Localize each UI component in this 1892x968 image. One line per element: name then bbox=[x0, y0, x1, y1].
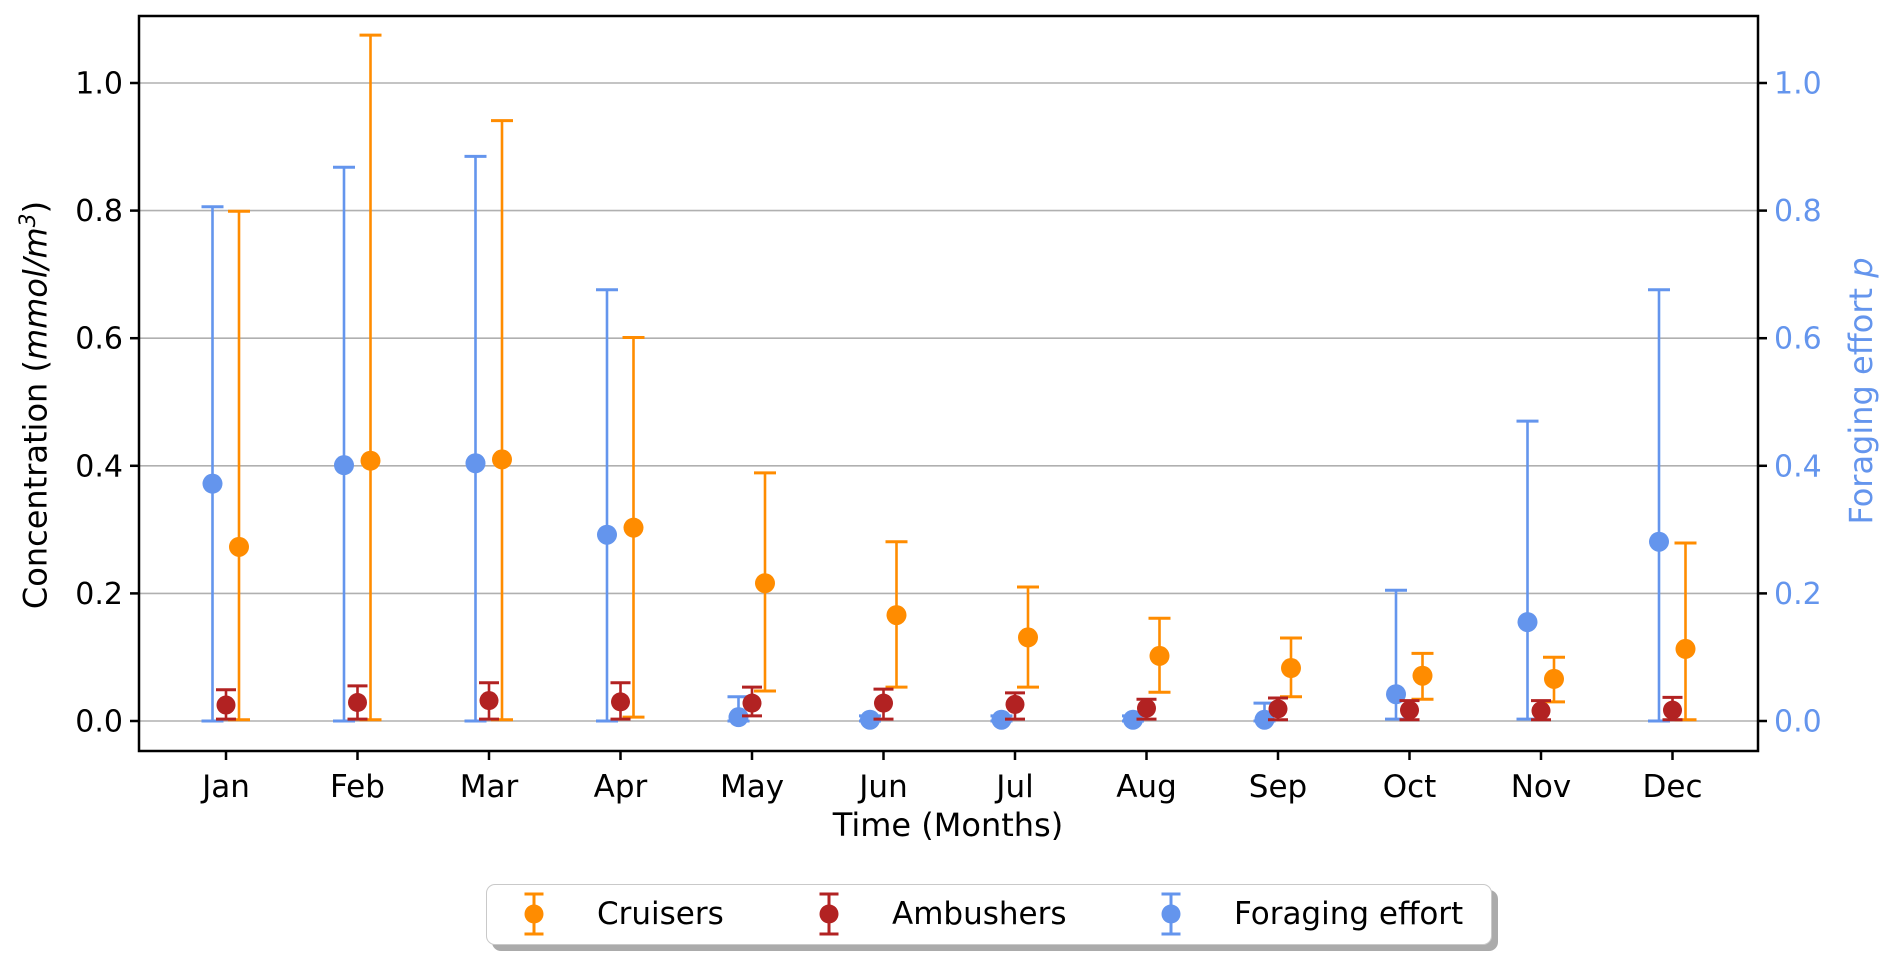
data-point-ambushers bbox=[1400, 700, 1419, 720]
y-tick-label-right: 0.0 bbox=[1774, 705, 1822, 740]
y-axis-title-left: Concentration (mmol/m3) bbox=[16, 200, 55, 610]
y-tick-label-left: 0.4 bbox=[75, 449, 123, 484]
data-point-cruisers bbox=[1018, 627, 1038, 648]
y-tick-label-left: 0.0 bbox=[75, 705, 123, 740]
data-point-cruisers bbox=[755, 573, 775, 594]
data-point-foraging-effort bbox=[1517, 612, 1538, 633]
data-point-cruisers bbox=[1412, 665, 1433, 686]
data-point-ambushers bbox=[611, 692, 630, 712]
y-tick-label-left: 1.0 bbox=[75, 67, 123, 102]
y-tick-label-left: 0.8 bbox=[75, 194, 123, 229]
x-tick-label: Aug bbox=[1116, 769, 1177, 805]
x-axis-title: Time (Months) bbox=[832, 806, 1064, 844]
x-tick-label: Mar bbox=[460, 769, 519, 805]
y-tick-label-right: 0.6 bbox=[1774, 322, 1822, 357]
x-tick-label: Jan bbox=[200, 769, 250, 805]
y-tick-label-left: 0.6 bbox=[75, 322, 123, 357]
plot-border bbox=[137, 14, 1760, 753]
data-point-ambushers bbox=[1005, 694, 1025, 714]
legend: Cruisers Ambushers Foraging effort bbox=[486, 884, 1492, 945]
data-point-foraging-effort bbox=[860, 709, 880, 730]
data-point-ambushers bbox=[742, 693, 762, 713]
data-point-foraging-effort bbox=[1649, 531, 1669, 552]
data-point-foraging-effort bbox=[728, 707, 749, 728]
x-tick-label: Nov bbox=[1511, 769, 1572, 805]
data-point-cruisers bbox=[492, 449, 512, 470]
x-tick-label: Jul bbox=[994, 769, 1033, 805]
data-point-ambushers bbox=[1268, 699, 1288, 719]
legend-marker-cruisers-icon bbox=[524, 892, 544, 936]
data-point-foraging-effort bbox=[334, 455, 354, 476]
x-tick-label: Feb bbox=[330, 769, 385, 805]
data-point-ambushers bbox=[1137, 698, 1156, 718]
data-point-cruisers bbox=[1675, 638, 1696, 659]
data-point-ambushers bbox=[348, 692, 367, 712]
data-point-cruisers bbox=[886, 605, 907, 626]
data-point-ambushers bbox=[1663, 700, 1682, 720]
y-tick-label-right: 1.0 bbox=[1774, 67, 1822, 102]
x-tick-label: Dec bbox=[1643, 769, 1703, 805]
data-point-cruisers bbox=[360, 450, 381, 471]
x-tick-label: Sep bbox=[1249, 769, 1307, 805]
data-point-cruisers bbox=[623, 517, 644, 538]
data-point-ambushers bbox=[874, 693, 893, 713]
x-tick-label: May bbox=[720, 769, 784, 805]
y-tick-label-right: 0.4 bbox=[1774, 449, 1822, 484]
data-point-foraging-effort bbox=[597, 524, 617, 545]
data-point-cruisers bbox=[229, 536, 249, 557]
data-point-foraging-effort bbox=[465, 453, 486, 474]
y-axis-title-right: Foraging effort p bbox=[1842, 257, 1880, 525]
data-point-foraging-effort bbox=[202, 473, 223, 494]
data-point-foraging-effort bbox=[991, 709, 1012, 730]
data-point-ambushers bbox=[1531, 701, 1551, 721]
data-point-cruisers bbox=[1281, 658, 1301, 679]
legend-label-foraging: Foraging effort bbox=[1234, 896, 1464, 932]
y-tick-label-right: 0.8 bbox=[1774, 194, 1822, 229]
data-point-cruisers bbox=[1149, 645, 1170, 666]
data-point-ambushers bbox=[216, 695, 236, 715]
legend-marker-ambushers-icon bbox=[819, 892, 839, 936]
y-tick-label-right: 0.2 bbox=[1774, 577, 1822, 612]
legend-marker-foraging-icon bbox=[1161, 892, 1181, 936]
x-tick-label: Apr bbox=[594, 769, 648, 805]
x-tick-label: Jun bbox=[857, 769, 907, 805]
y-tick-label-left: 0.2 bbox=[75, 577, 123, 612]
x-tick-label: Oct bbox=[1383, 769, 1437, 805]
data-point-cruisers bbox=[1544, 668, 1564, 689]
data-point-ambushers bbox=[479, 691, 499, 711]
legend-label-ambushers: Ambushers bbox=[892, 896, 1067, 932]
data-point-foraging-effort bbox=[1254, 709, 1275, 730]
legend-label-cruisers: Cruisers bbox=[597, 896, 724, 932]
data-point-foraging-effort bbox=[1123, 709, 1143, 730]
